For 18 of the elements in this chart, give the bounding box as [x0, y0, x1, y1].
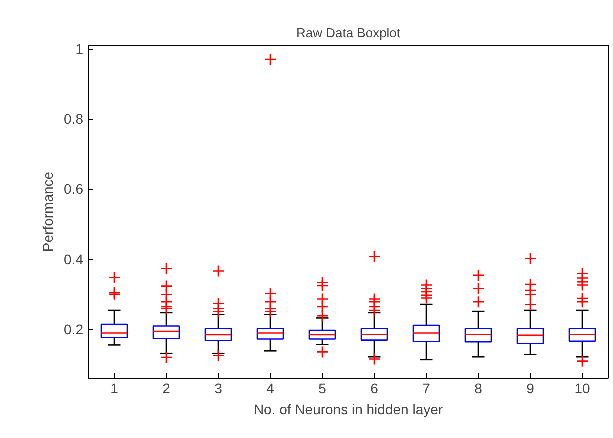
x-tick-label: 10	[574, 380, 590, 396]
x-tick-label: 5	[318, 380, 327, 396]
y-tick-label: 0.6	[64, 181, 84, 198]
x-tick-label: 2	[162, 380, 171, 396]
x-tick-label: 4	[266, 380, 275, 396]
x-tick-label: 9	[526, 380, 535, 396]
chart-title: Raw Data Boxplot	[296, 26, 401, 40]
y-tick-label: 0.2	[64, 321, 84, 338]
y-tick-label: 1	[76, 41, 84, 58]
x-tick-label: 6	[370, 380, 379, 396]
x-tick-label: 7	[422, 380, 431, 396]
x-axis-title: No. of Neurons in hidden layer	[254, 402, 444, 418]
x-tick-label: 1	[110, 380, 119, 396]
x-tick-label: 3	[214, 380, 223, 396]
y-axis-title: Performance	[40, 172, 56, 252]
y-tick-label: 0.8	[64, 111, 84, 128]
x-tick-label: 8	[474, 380, 483, 396]
y-tick-label: 0.4	[64, 251, 84, 268]
